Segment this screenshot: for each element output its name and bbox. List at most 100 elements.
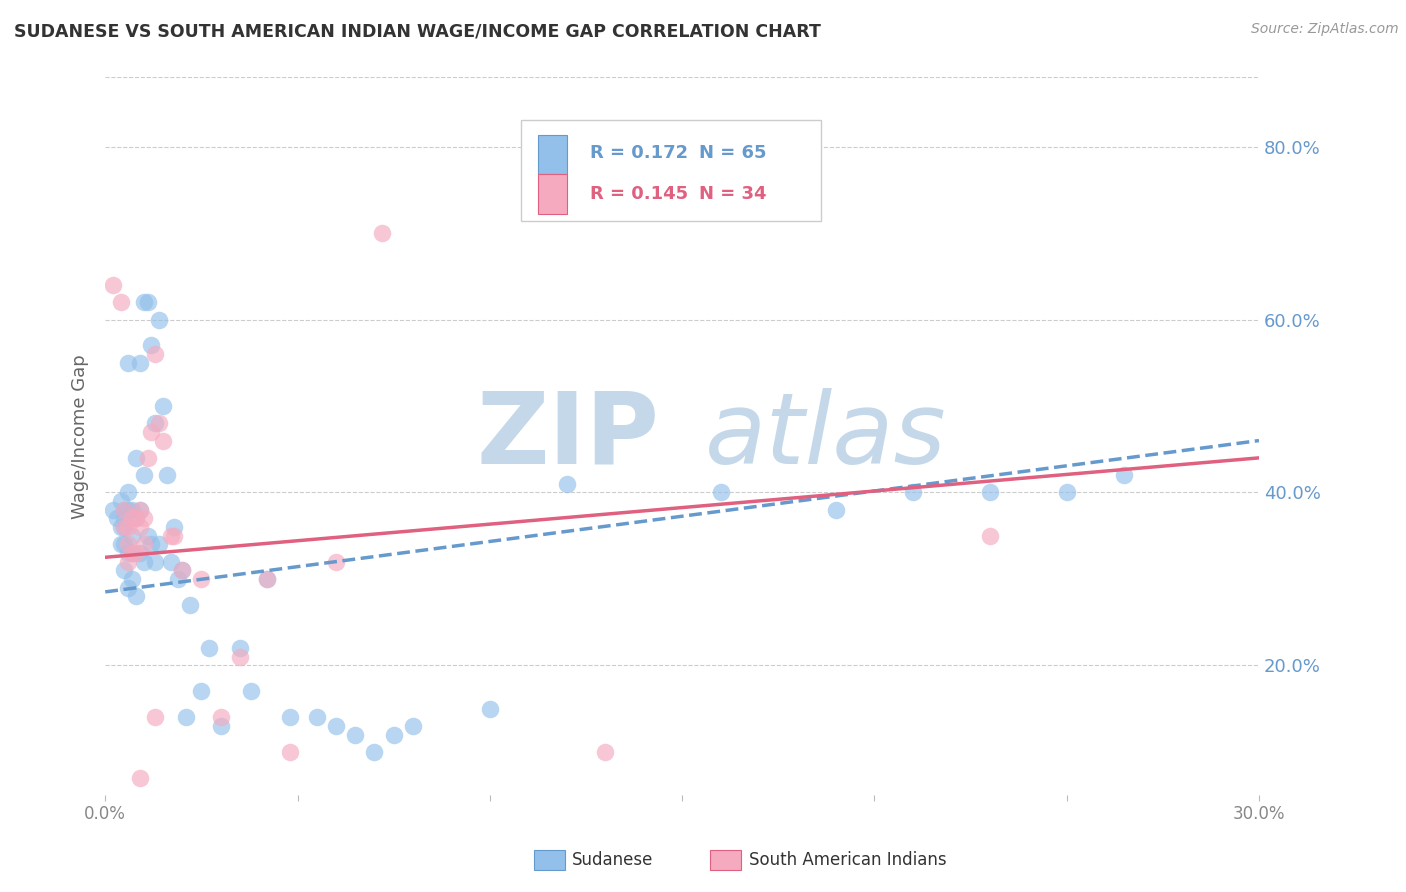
Text: atlas: atlas: [706, 388, 946, 484]
Point: [110, 494, 132, 508]
Point: [325, 719, 347, 733]
Point: [141, 425, 163, 439]
Point: [278, 710, 301, 724]
Point: [198, 641, 221, 656]
Point: [179, 598, 201, 612]
Point: [114, 537, 136, 551]
Y-axis label: Wage/Income Gap: Wage/Income Gap: [72, 354, 89, 518]
Point: [110, 520, 132, 534]
Point: [136, 295, 159, 310]
Bar: [538, 135, 567, 174]
Point: [305, 710, 328, 724]
Point: [105, 511, 128, 525]
Point: [117, 520, 139, 534]
Point: [132, 468, 155, 483]
Point: [256, 572, 278, 586]
Point: [125, 511, 148, 525]
Point: [229, 641, 252, 656]
Point: [136, 450, 159, 465]
Point: [125, 589, 148, 603]
Point: [117, 581, 139, 595]
Point: [114, 563, 136, 577]
Point: [110, 295, 132, 310]
Point: [478, 701, 501, 715]
Point: [128, 502, 150, 516]
Point: [117, 356, 139, 370]
Text: R = 0.145: R = 0.145: [589, 185, 688, 202]
Point: [121, 511, 143, 525]
Text: ZIP: ZIP: [477, 388, 659, 484]
Point: [159, 555, 181, 569]
Point: [593, 745, 616, 759]
Point: [172, 563, 194, 577]
Point: [121, 502, 143, 516]
Point: [148, 537, 170, 551]
Point: [363, 745, 385, 759]
Point: [128, 356, 150, 370]
Point: [121, 546, 143, 560]
Point: [117, 537, 139, 551]
Point: [901, 485, 924, 500]
Point: [174, 710, 197, 724]
Point: [190, 684, 212, 698]
Point: [143, 710, 166, 724]
Point: [132, 555, 155, 569]
Text: South American Indians: South American Indians: [749, 851, 948, 869]
Point: [163, 529, 186, 543]
Point: [371, 226, 394, 240]
Point: [125, 450, 148, 465]
Point: [136, 529, 159, 543]
Point: [117, 546, 139, 560]
Point: [209, 710, 232, 724]
Point: [143, 347, 166, 361]
FancyBboxPatch shape: [520, 120, 821, 221]
Point: [110, 537, 132, 551]
Point: [132, 537, 155, 551]
Point: [382, 727, 405, 741]
Point: [132, 511, 155, 525]
Point: [163, 520, 186, 534]
Point: [128, 502, 150, 516]
Point: [114, 502, 136, 516]
Point: [101, 502, 124, 516]
Point: [101, 277, 124, 292]
Point: [1056, 485, 1078, 500]
Point: [128, 546, 150, 560]
Text: Source: ZipAtlas.com: Source: ZipAtlas.com: [1251, 22, 1399, 37]
Point: [114, 502, 136, 516]
Point: [190, 572, 212, 586]
Bar: [538, 174, 567, 214]
Point: [278, 745, 301, 759]
Point: [555, 476, 578, 491]
Text: Sudanese: Sudanese: [572, 851, 654, 869]
Point: [240, 684, 263, 698]
Point: [114, 520, 136, 534]
Point: [114, 511, 136, 525]
Point: [709, 485, 731, 500]
Point: [1114, 468, 1136, 483]
Point: [325, 555, 347, 569]
Point: [825, 502, 848, 516]
Point: [121, 546, 143, 560]
Point: [229, 649, 252, 664]
Text: SUDANESE VS SOUTH AMERICAN INDIAN WAGE/INCOME GAP CORRELATION CHART: SUDANESE VS SOUTH AMERICAN INDIAN WAGE/I…: [14, 22, 821, 40]
Point: [121, 529, 143, 543]
Point: [209, 719, 232, 733]
Point: [156, 468, 179, 483]
Point: [117, 555, 139, 569]
Point: [979, 485, 1001, 500]
Point: [402, 719, 425, 733]
Point: [172, 563, 194, 577]
Point: [128, 520, 150, 534]
Point: [132, 295, 155, 310]
Point: [117, 485, 139, 500]
Text: N = 34: N = 34: [699, 185, 766, 202]
Point: [143, 417, 166, 431]
Point: [344, 727, 367, 741]
Point: [256, 572, 278, 586]
Point: [125, 511, 148, 525]
Text: R = 0.172: R = 0.172: [589, 144, 688, 161]
Point: [141, 338, 163, 352]
Point: [148, 417, 170, 431]
Point: [167, 572, 190, 586]
